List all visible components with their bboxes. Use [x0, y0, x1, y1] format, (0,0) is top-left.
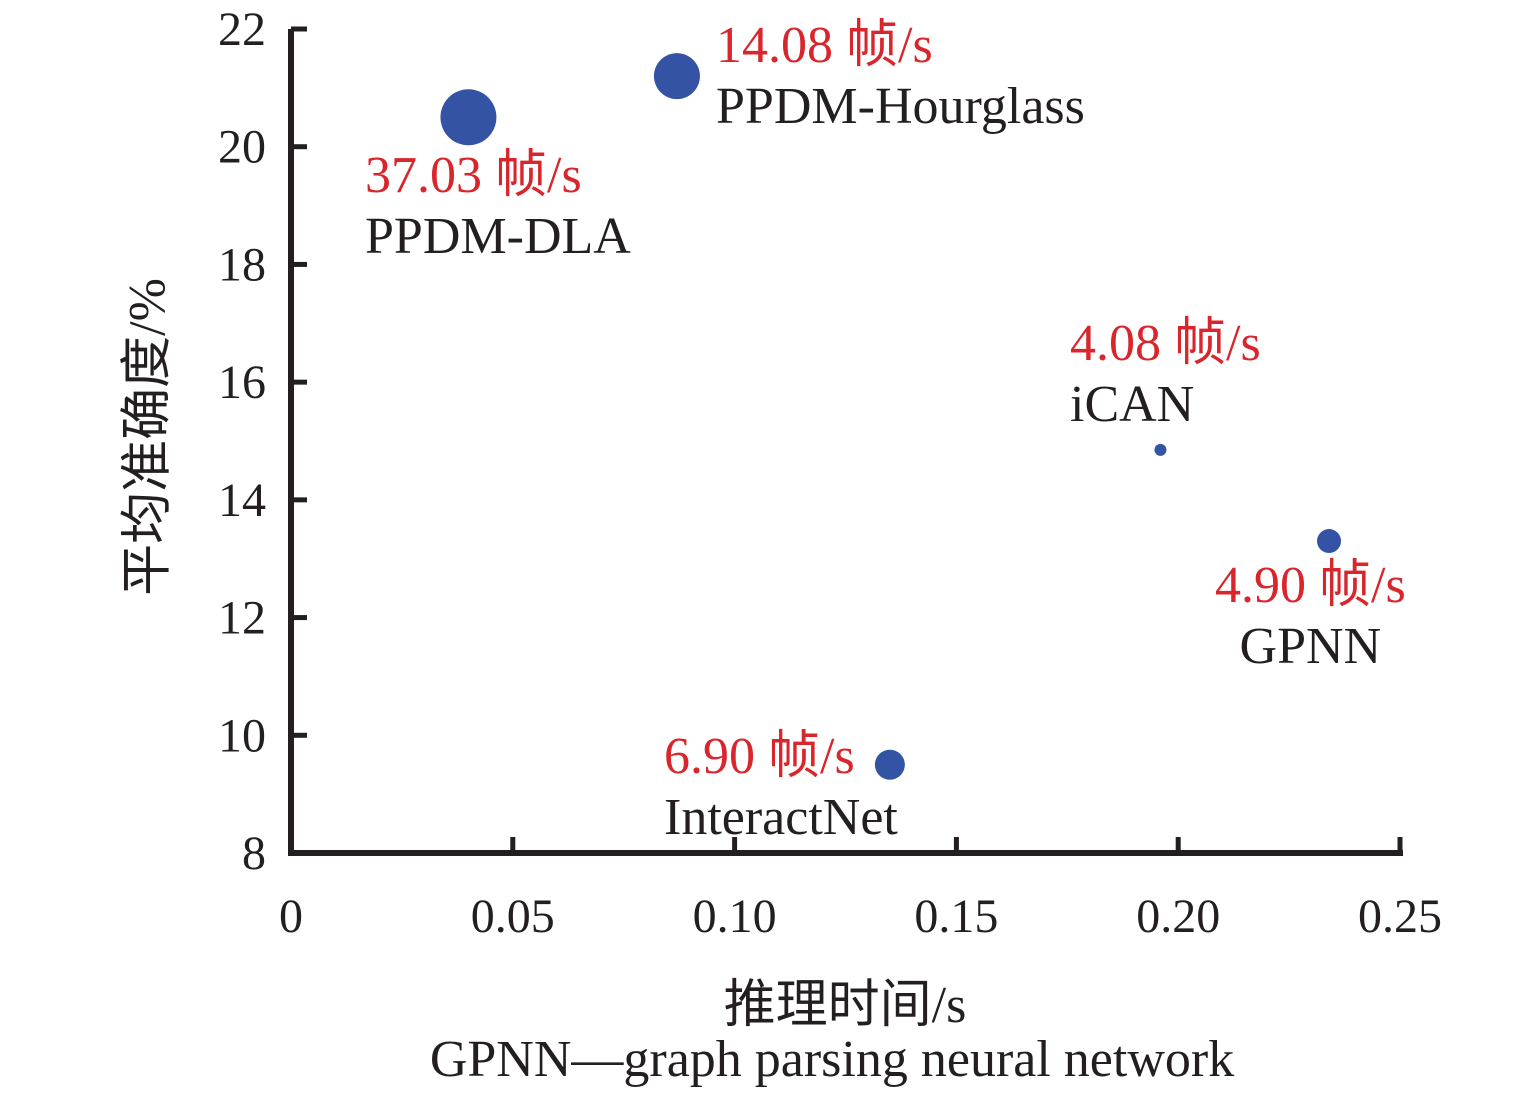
fps-label: 14.08 帧/s — [716, 17, 933, 74]
annotation-ppdm-dla: 37.03 帧/s PPDM-DLA — [365, 145, 631, 267]
model-name-label: PPDM-Hourglass — [716, 78, 1085, 135]
data-point-interactnet — [874, 749, 905, 780]
x-tick-label: 0.20 — [1136, 890, 1220, 943]
x-tick-label: 0.10 — [693, 890, 777, 943]
x-tick-label: 0.15 — [914, 890, 998, 943]
y-tick-label: 12 — [218, 592, 266, 645]
x-tick-label: 0.05 — [471, 890, 555, 943]
fps-label: 4.08 帧/s — [1070, 315, 1261, 372]
fps-label: 6.90 帧/s — [664, 728, 855, 785]
x-axis-title: 推理时间/s — [723, 977, 967, 1034]
y-tick-label: 8 — [242, 827, 266, 880]
annotation-ican: 4.08 帧/s iCAN — [1070, 313, 1261, 435]
y-tick-label: 18 — [218, 238, 266, 291]
y-tick-label: 14 — [218, 474, 266, 527]
annotation-interactnet: 6.90 帧/s InteractNet — [664, 726, 898, 848]
model-name-label: PPDM-DLA — [365, 208, 631, 265]
y-tick-label: 16 — [218, 356, 266, 409]
y-tick-label: 10 — [218, 709, 266, 762]
data-point-gpnn — [1317, 529, 1342, 554]
fps-label: 37.03 帧/s — [365, 147, 582, 204]
data-point-ppdm-dla — [440, 89, 497, 146]
data-point-ican — [1154, 443, 1167, 456]
y-tick-label: 22 — [218, 3, 266, 56]
annotation-ppdm-hourglass: 14.08 帧/s PPDM-Hourglass — [716, 15, 1085, 137]
model-name-label: GPNN — [1239, 618, 1382, 675]
figure-caption: GPNN—graph parsing neural network — [429, 1031, 1235, 1088]
y-tick-label: 20 — [218, 121, 266, 174]
annotation-gpnn: 4.90 帧/s GPNN — [1215, 555, 1406, 677]
data-point-ppdm-hourglass — [653, 53, 700, 100]
x-tick-label: 0.25 — [1358, 890, 1442, 943]
model-name-label: InteractNet — [664, 789, 898, 846]
fps-label: 4.90 帧/s — [1215, 557, 1406, 614]
y-axis-title: 平均准确度/% — [119, 278, 177, 596]
model-name-label: iCAN — [1070, 376, 1195, 433]
x-tick-label: 0 — [279, 890, 303, 943]
